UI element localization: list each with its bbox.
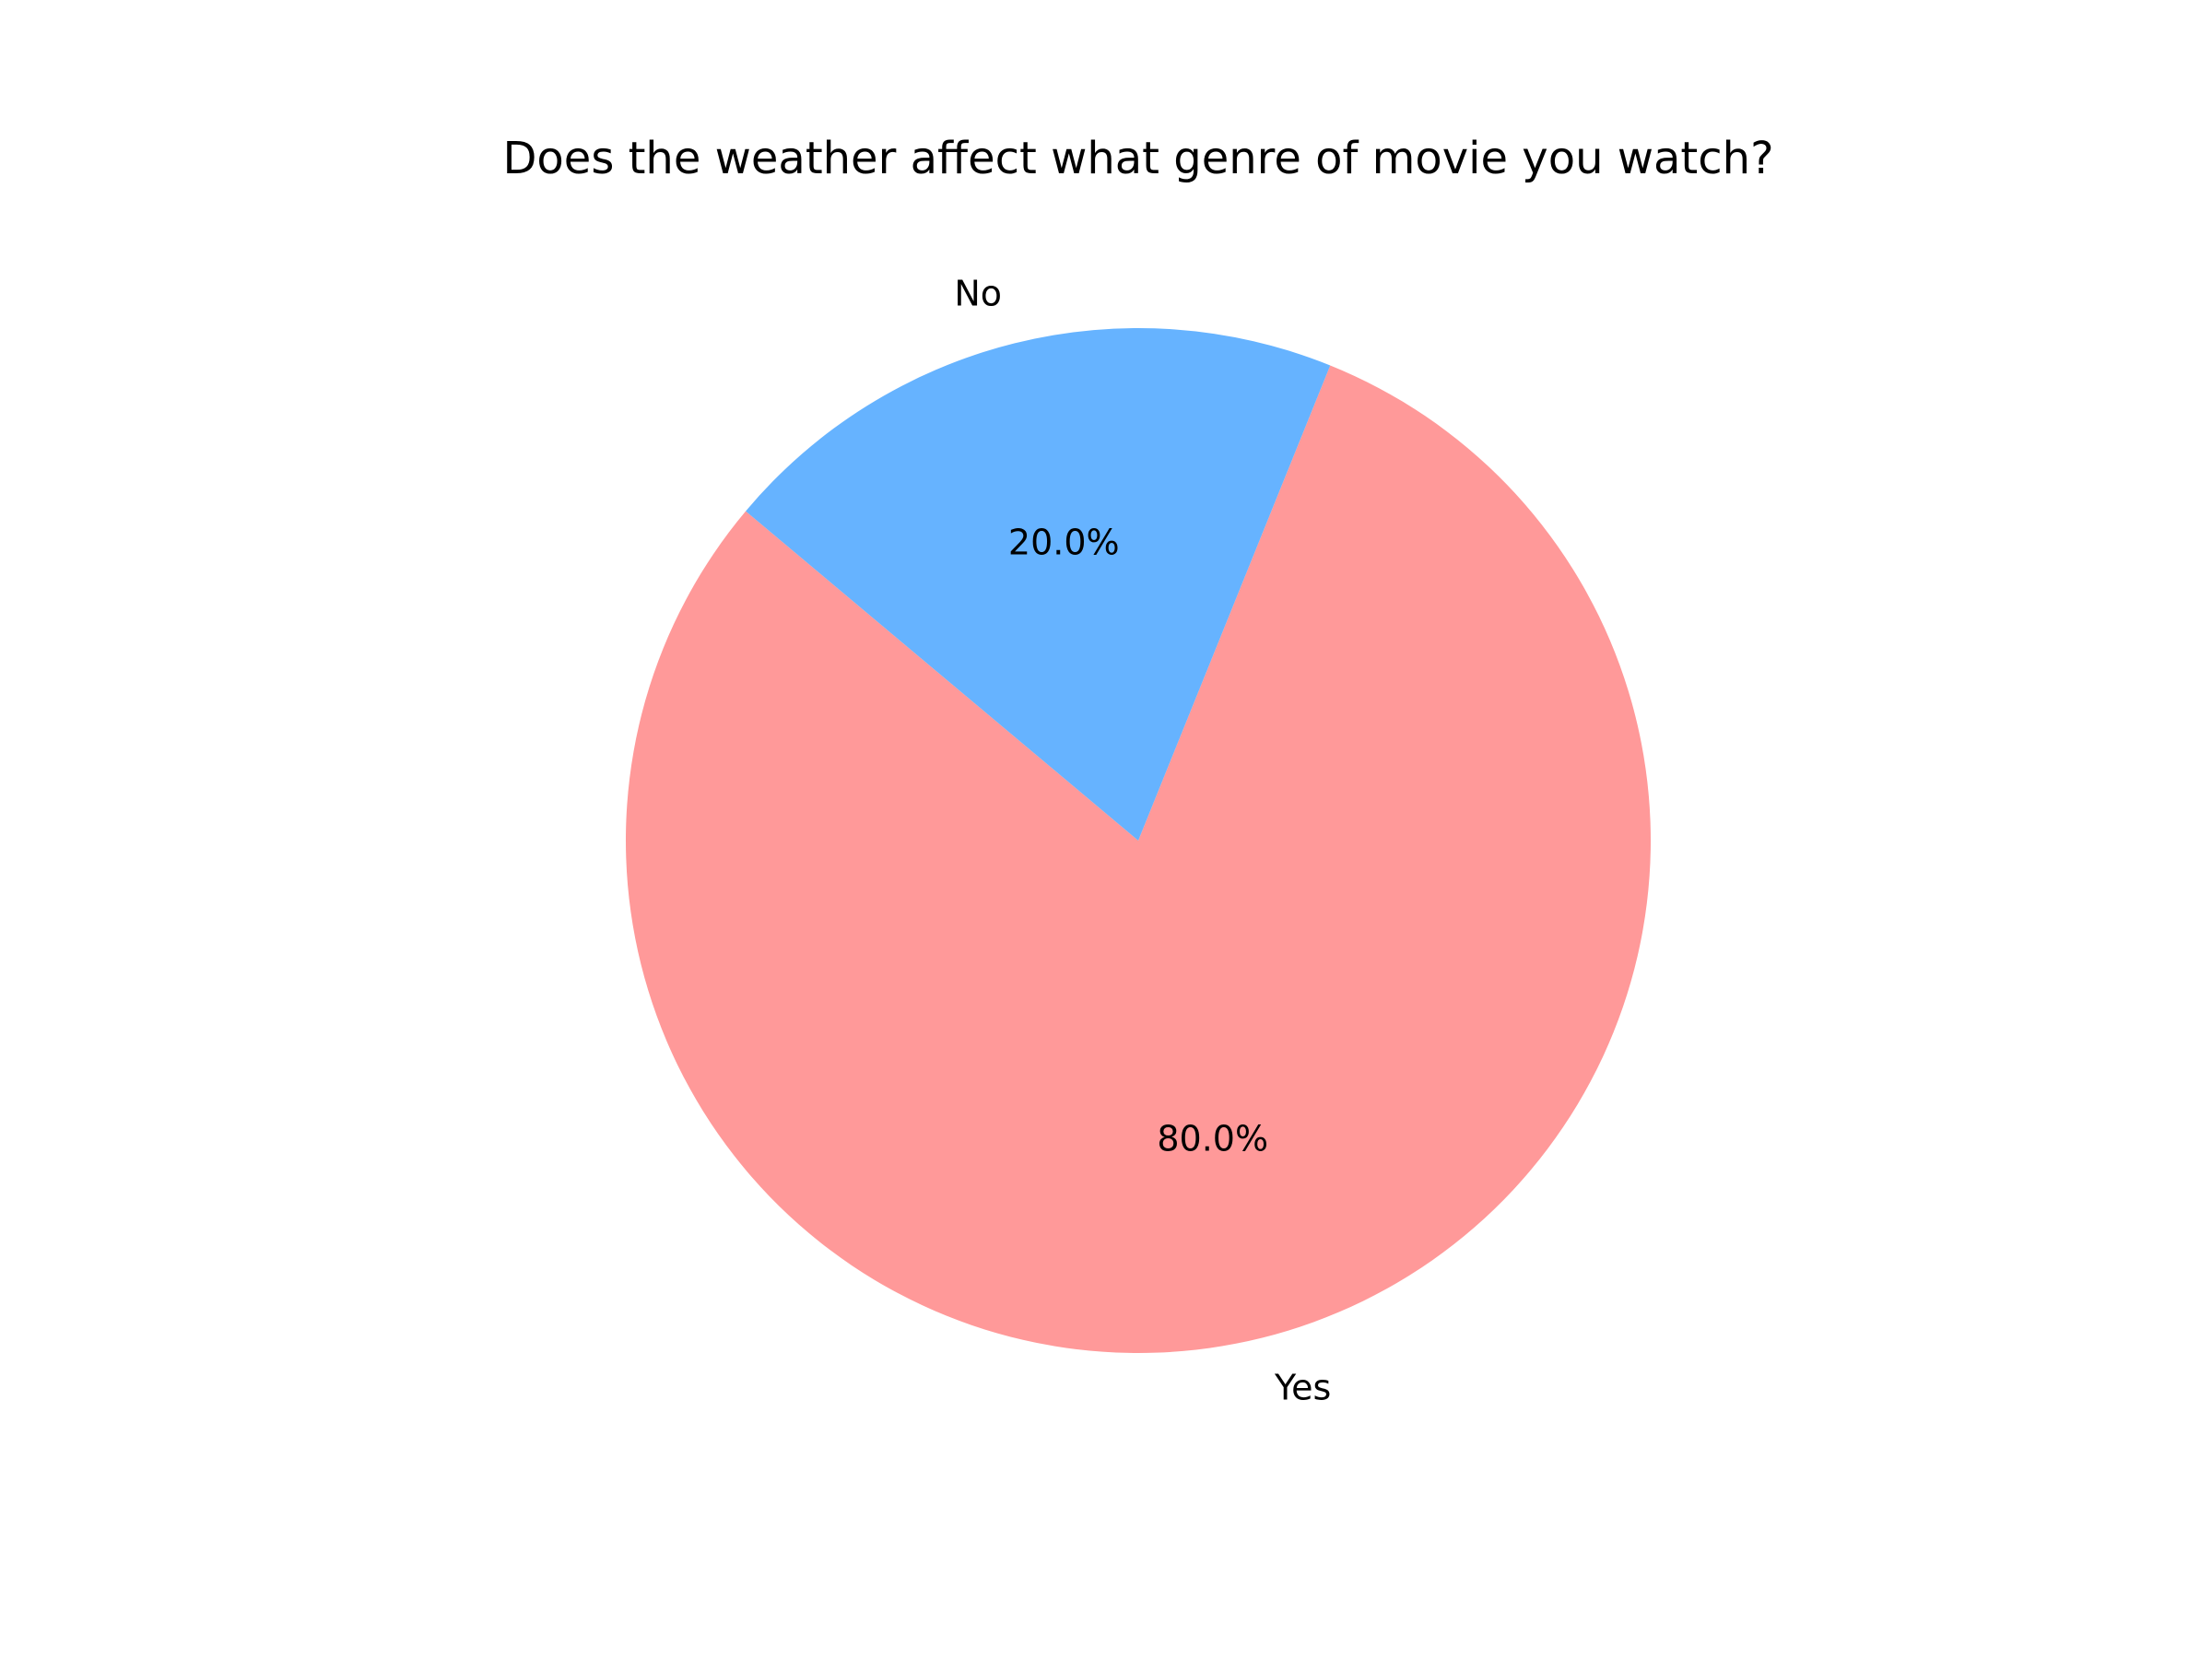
pie-slice-yes [625, 365, 1651, 1353]
chart-title: Does the weather affect what genre of mo… [502, 133, 1773, 184]
pie-slices [625, 328, 1651, 1353]
pie-slice-no [746, 328, 1331, 841]
slice-label-no: No [954, 274, 1002, 314]
percent-label-yes: 80.0% [1157, 1119, 1268, 1159]
slice-label-yes: Yes [1274, 1367, 1331, 1407]
percent-label-no: 20.0% [1008, 522, 1120, 562]
pie-labels: Yes 80.0% No 20.0% [954, 274, 1331, 1408]
